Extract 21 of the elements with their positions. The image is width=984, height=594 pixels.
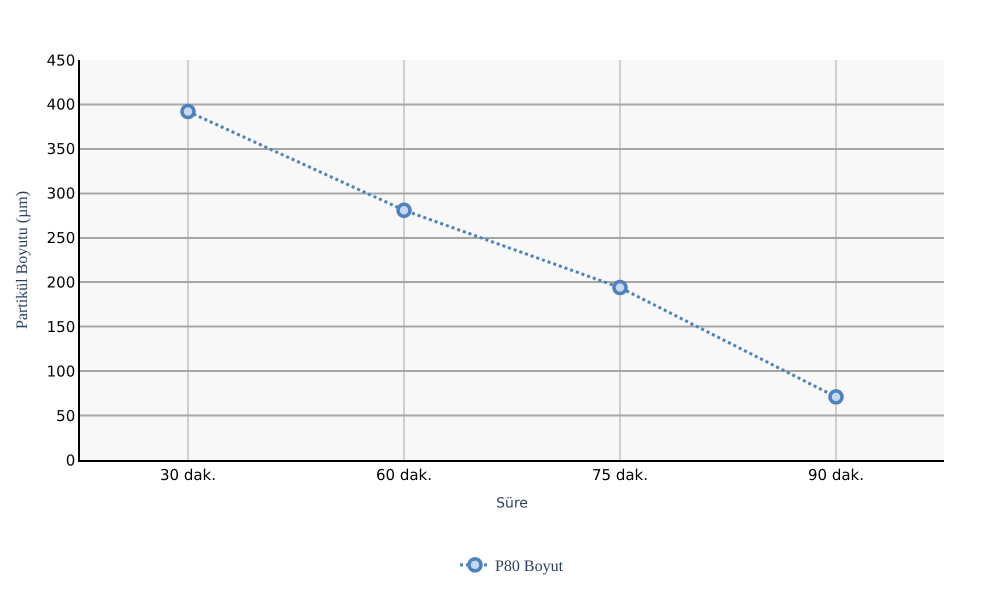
y-tick-label: 0	[66, 451, 76, 470]
point	[396, 202, 412, 218]
y-tick-label: 100	[46, 362, 76, 380]
x-axis-title: Süre	[496, 496, 528, 512]
y-tick-label: 300	[46, 184, 76, 203]
y-tick-label: 400	[46, 96, 76, 114]
y-tick-label: 350	[46, 140, 76, 158]
y-tick-label: 200	[46, 273, 76, 292]
y-tick-label: 50	[56, 406, 76, 425]
x-tick-label: 75 dak.	[592, 466, 648, 484]
x-tick-label: 90 dak.	[808, 466, 864, 484]
point	[828, 389, 844, 405]
point	[180, 104, 196, 120]
x-tick-label: 30 dak.	[160, 466, 216, 484]
y-tick-label: 150	[46, 318, 76, 336]
point	[612, 280, 628, 296]
legend-label: P80 Boyut	[495, 558, 564, 576]
y-tick-label: 250	[46, 229, 76, 248]
x-tick-label: 60 dak.	[376, 466, 432, 484]
y-tick-label: 450	[46, 51, 76, 70]
y-axis-title: Partikül Boyutu (µm)	[14, 190, 32, 330]
